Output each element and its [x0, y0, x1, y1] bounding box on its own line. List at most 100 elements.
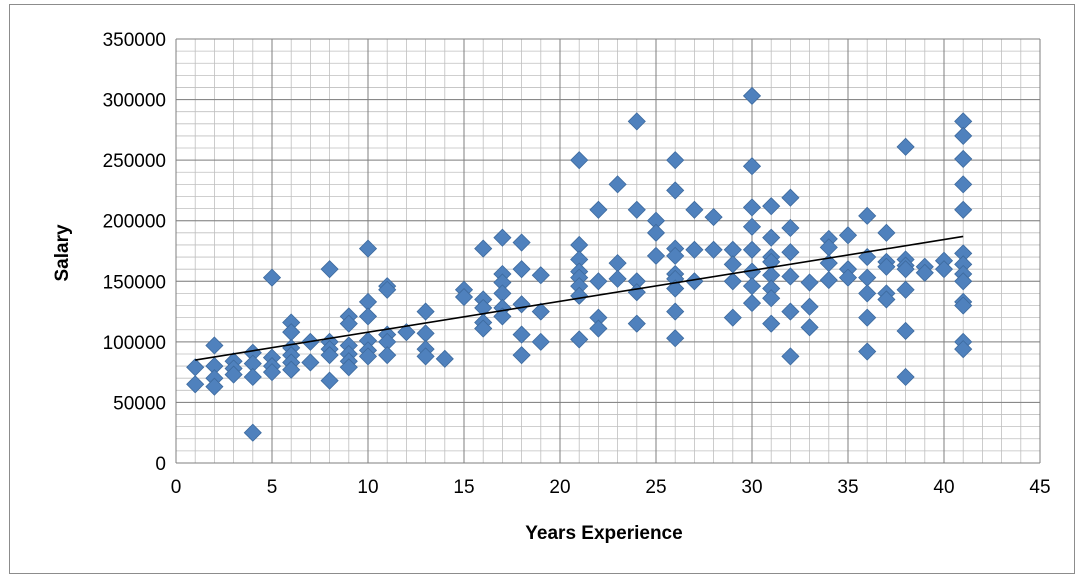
data-point [781, 218, 800, 238]
data-point [723, 255, 742, 274]
data-point [915, 263, 934, 282]
y-tick-label: 100000 [103, 333, 166, 354]
data-point [378, 280, 397, 299]
data-point [589, 272, 608, 291]
data-point [666, 246, 685, 265]
data-point [493, 307, 512, 326]
data-point [339, 358, 358, 377]
data-point [742, 157, 762, 176]
data-point [358, 347, 378, 366]
data-point [474, 239, 493, 258]
x-tick-label: 30 [741, 477, 762, 498]
x-tick-label: 35 [837, 477, 858, 498]
data-point [358, 239, 378, 258]
data-point [435, 349, 454, 368]
data-point [570, 330, 589, 349]
data-point [896, 137, 915, 156]
data-point [205, 336, 224, 355]
data-point [954, 296, 973, 315]
data-point [685, 240, 704, 259]
data-points [186, 86, 973, 442]
data-point [762, 197, 781, 216]
y-tick-label: 150000 [103, 272, 166, 293]
x-axis-tick-labels: 0 5 10 15 20 25 30 35 40 45 [171, 477, 1051, 498]
data-point [723, 308, 742, 327]
data-point [858, 284, 877, 303]
data-point [819, 271, 838, 290]
trendline [195, 235, 964, 361]
data-point [800, 318, 819, 337]
data-point [704, 240, 723, 259]
data-point [646, 223, 666, 242]
data-point [282, 323, 301, 342]
data-point [781, 302, 800, 321]
data-point [666, 302, 685, 321]
data-point [896, 260, 915, 279]
data-point [320, 346, 339, 365]
data-point [282, 360, 301, 379]
data-point [934, 260, 954, 279]
data-point [896, 280, 915, 299]
data-point [781, 267, 800, 286]
data-point [742, 217, 762, 236]
data-point [301, 353, 320, 372]
data-point [954, 149, 973, 168]
data-point [838, 226, 858, 245]
data-point [243, 367, 262, 387]
data-point [685, 200, 704, 219]
x-tick-label: 25 [645, 477, 666, 498]
data-point [742, 198, 762, 217]
data-point [512, 233, 531, 252]
data-point [781, 243, 800, 262]
data-point [397, 323, 416, 342]
data-point [877, 257, 896, 276]
y-tick-label: 250000 [103, 151, 166, 172]
y-tick-label: 350000 [103, 30, 166, 51]
data-point [704, 208, 723, 227]
y-tick-label: 300000 [103, 91, 166, 112]
data-point [954, 272, 973, 291]
chart-area: 0 50000 100000 150000 200000 250000 300000 3500… [9, 4, 1075, 574]
data-point [358, 307, 378, 326]
scatter-plot: 0500001000001500002000002500003000003500… [52, 30, 1051, 544]
data-point [723, 272, 742, 291]
data-point [416, 324, 435, 343]
data-point [954, 200, 973, 219]
data-point [858, 206, 877, 225]
data-point [742, 86, 762, 106]
y-axis-title: Salary [52, 224, 73, 281]
data-point [800, 273, 819, 292]
data-point [742, 277, 762, 296]
data-point [224, 365, 243, 384]
data-point [531, 266, 550, 285]
x-tick-label: 0 [171, 477, 182, 498]
data-point [666, 329, 685, 348]
data-point [320, 260, 339, 279]
data-point [243, 423, 262, 442]
data-point [608, 269, 627, 288]
data-point [762, 289, 781, 308]
data-point [877, 223, 896, 242]
data-point [205, 377, 224, 396]
data-point [781, 188, 800, 207]
y-axis-tick-labels: 0 50000 100000 150000 200000 250000 300000 3500… [103, 30, 166, 475]
data-point [378, 346, 397, 365]
data-point [896, 321, 915, 341]
data-point [627, 112, 646, 131]
data-point [262, 268, 282, 287]
data-point [838, 268, 858, 287]
data-point [800, 297, 819, 316]
data-point [186, 375, 205, 394]
data-point [339, 314, 358, 333]
x-tick-label: 45 [1029, 477, 1050, 498]
data-point [627, 200, 646, 219]
data-point [493, 228, 512, 247]
data-point [781, 347, 800, 366]
minor-gridlines [175, 38, 1041, 464]
data-point [186, 358, 205, 377]
data-point [512, 325, 531, 344]
data-point [512, 260, 531, 279]
data-point [531, 302, 550, 321]
data-point [589, 200, 608, 219]
data-point [416, 302, 435, 321]
